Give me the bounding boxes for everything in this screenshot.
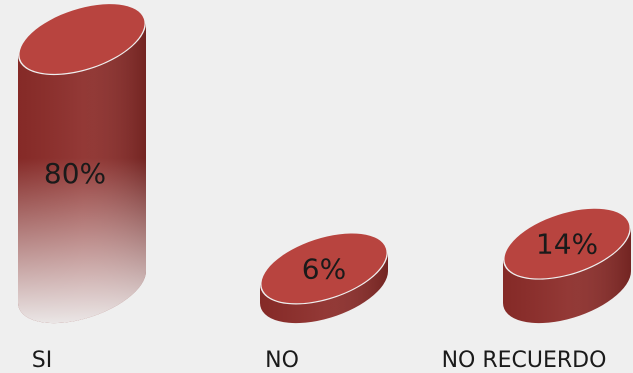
data-label-3: 14% [536,228,598,261]
category-label-2: NO [265,348,299,373]
category-label-1: SI [32,348,52,373]
bar-2 [260,233,389,324]
data-label-1: 80% [44,157,106,190]
category-label-3: NO RECUERDO [442,348,607,373]
data-label-2: 6% [302,252,346,285]
bar-3 [503,208,632,324]
bar-1 [18,4,147,324]
